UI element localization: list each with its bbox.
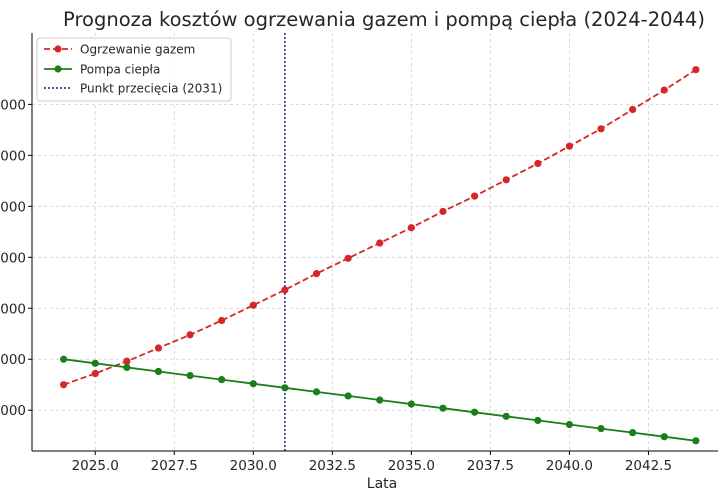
series-0-point-11: [407, 224, 415, 232]
x-tick-label-5: 2037.5: [467, 458, 514, 474]
x-tick-label-3: 2032.5: [309, 458, 356, 474]
series-1-point-17: [597, 424, 605, 433]
series-layer: [60, 33, 700, 451]
x-tick-label-2: 2030.0: [230, 458, 277, 474]
x-tick-label-7: 2042.5: [625, 458, 672, 474]
series-0-point-14: [502, 176, 510, 184]
series-0-point-6: [249, 301, 257, 309]
x-tick-label-4: 2035.0: [388, 458, 435, 474]
ticks: 2025.0 2027.5 2030.0 2032.5 2035.0 2037.5 2040…: [0, 97, 672, 474]
legend: Ogrzewanie gazem Pompa ciepła Punkt przeci…: [36, 37, 232, 102]
series-1-point-8: [312, 388, 321, 396]
series-1-point-19: [660, 433, 668, 441]
x-tick-label-6: 2040.0: [546, 458, 593, 474]
series-1-point-3: [154, 367, 163, 376]
series-0-point-2: [123, 357, 131, 365]
series-0-point-4: [186, 331, 194, 339]
series-0-point-19: [660, 86, 668, 94]
series-1-point-11: [407, 400, 415, 408]
series-1-point-20: [692, 437, 700, 445]
series-1-point-14: [502, 412, 510, 420]
series-0-point-7: [281, 286, 289, 294]
series-0-point-5: [218, 316, 226, 325]
series-1-point-9: [344, 392, 352, 400]
series-1-point-13: [470, 408, 479, 416]
series-0-point-20: [692, 66, 700, 74]
series-0-point-13: [470, 192, 479, 200]
series-0-point-0: [60, 381, 68, 389]
legend-label-0: Ogrzewanie gazem: [80, 43, 195, 57]
legend-label-1: Pompa ciepła: [80, 63, 160, 77]
x-tick-label-0: 2025.0: [72, 458, 119, 474]
legend-box: [36, 37, 232, 102]
series-0-point-10: [376, 239, 384, 247]
series-0-point-17: [597, 125, 605, 133]
legend-label-2: Punkt przecięcia (2031): [80, 82, 222, 96]
chart-title: Prognoza kosztów ogrzewania gazem i pomp…: [63, 8, 705, 31]
series-1-point-1: [91, 359, 99, 367]
series-0-point-1: [91, 369, 99, 378]
series-0-point-8: [312, 270, 321, 278]
series-1-point-18: [629, 429, 637, 437]
series-1-point-7: [281, 384, 289, 392]
series-1-point-16: [565, 420, 574, 429]
series-0-point-15: [534, 159, 542, 168]
series-1-point-15: [534, 416, 542, 425]
series-0-point-3: [154, 344, 163, 352]
axes: [31, 33, 718, 452]
legend-swatch-marker-0: [54, 45, 62, 53]
series-1-point-2: [123, 363, 131, 371]
x-tick-label-1: 2027.5: [151, 458, 198, 474]
series-0-point-9: [344, 254, 352, 262]
series-1-point-0: [60, 355, 68, 363]
series-0-point-16: [565, 142, 574, 150]
series-1-point-10: [376, 396, 384, 404]
series-0-point-18: [629, 105, 637, 114]
series-line-0: [63, 68, 697, 386]
series-1-point-5: [218, 376, 226, 384]
series-1-point-6: [249, 380, 257, 388]
series-1-point-12: [439, 404, 447, 412]
legend-swatch-marker-1: [54, 65, 62, 73]
series-1-point-4: [186, 371, 194, 380]
x-axis-label: Lata: [367, 476, 397, 492]
series-0-point-12: [439, 207, 447, 216]
